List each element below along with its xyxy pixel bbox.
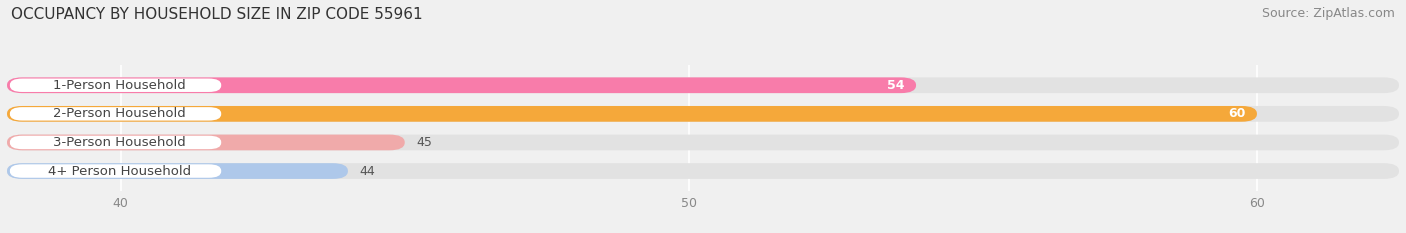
- FancyBboxPatch shape: [10, 136, 221, 149]
- Text: 54: 54: [887, 79, 904, 92]
- FancyBboxPatch shape: [7, 163, 1399, 179]
- FancyBboxPatch shape: [7, 106, 1399, 122]
- Text: 3-Person Household: 3-Person Household: [53, 136, 186, 149]
- Text: 4+ Person Household: 4+ Person Household: [48, 164, 191, 178]
- FancyBboxPatch shape: [10, 164, 221, 178]
- Text: 2-Person Household: 2-Person Household: [53, 107, 186, 120]
- FancyBboxPatch shape: [7, 106, 1257, 122]
- Text: OCCUPANCY BY HOUSEHOLD SIZE IN ZIP CODE 55961: OCCUPANCY BY HOUSEHOLD SIZE IN ZIP CODE …: [11, 7, 423, 22]
- Text: 60: 60: [1229, 107, 1246, 120]
- FancyBboxPatch shape: [7, 77, 917, 93]
- Text: 44: 44: [360, 164, 375, 178]
- Text: 45: 45: [416, 136, 432, 149]
- FancyBboxPatch shape: [7, 135, 1399, 150]
- FancyBboxPatch shape: [10, 79, 221, 92]
- Text: 1-Person Household: 1-Person Household: [53, 79, 186, 92]
- FancyBboxPatch shape: [7, 77, 1399, 93]
- Text: Source: ZipAtlas.com: Source: ZipAtlas.com: [1261, 7, 1395, 20]
- FancyBboxPatch shape: [7, 163, 347, 179]
- FancyBboxPatch shape: [10, 107, 221, 120]
- FancyBboxPatch shape: [7, 135, 405, 150]
